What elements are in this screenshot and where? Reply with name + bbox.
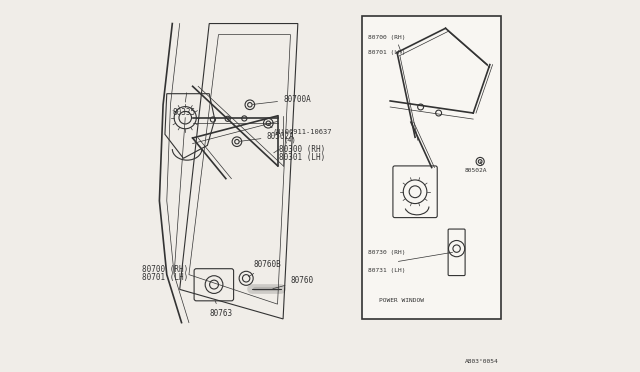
FancyBboxPatch shape — [362, 16, 501, 319]
Text: 80763: 80763 — [209, 301, 232, 318]
Text: POWER WINDOW: POWER WINDOW — [379, 298, 424, 303]
Text: 80700A: 80700A — [253, 95, 311, 105]
Text: 80300 (RH): 80300 (RH) — [280, 145, 326, 154]
Text: 80502A: 80502A — [240, 132, 294, 141]
Text: 80760: 80760 — [273, 276, 314, 289]
Text: 80701 (LH): 80701 (LH) — [142, 273, 188, 282]
Text: 80502A: 80502A — [465, 168, 488, 173]
Text: 80700 (RH): 80700 (RH) — [142, 264, 188, 273]
Text: (4): (4) — [283, 137, 296, 143]
Text: 80731 (LH): 80731 (LH) — [368, 268, 406, 273]
Text: (N)06911-10637: (N)06911-10637 — [272, 129, 332, 135]
Text: 80301 (LH): 80301 (LH) — [280, 153, 326, 162]
Text: 80700 (RH): 80700 (RH) — [368, 35, 406, 40]
Text: A803°0054: A803°0054 — [465, 359, 499, 364]
Text: 80701 (LH): 80701 (LH) — [368, 50, 406, 55]
Text: 80730 (RH): 80730 (RH) — [368, 250, 406, 255]
Text: 80335: 80335 — [172, 93, 195, 117]
Text: 80760B: 80760B — [248, 260, 282, 277]
